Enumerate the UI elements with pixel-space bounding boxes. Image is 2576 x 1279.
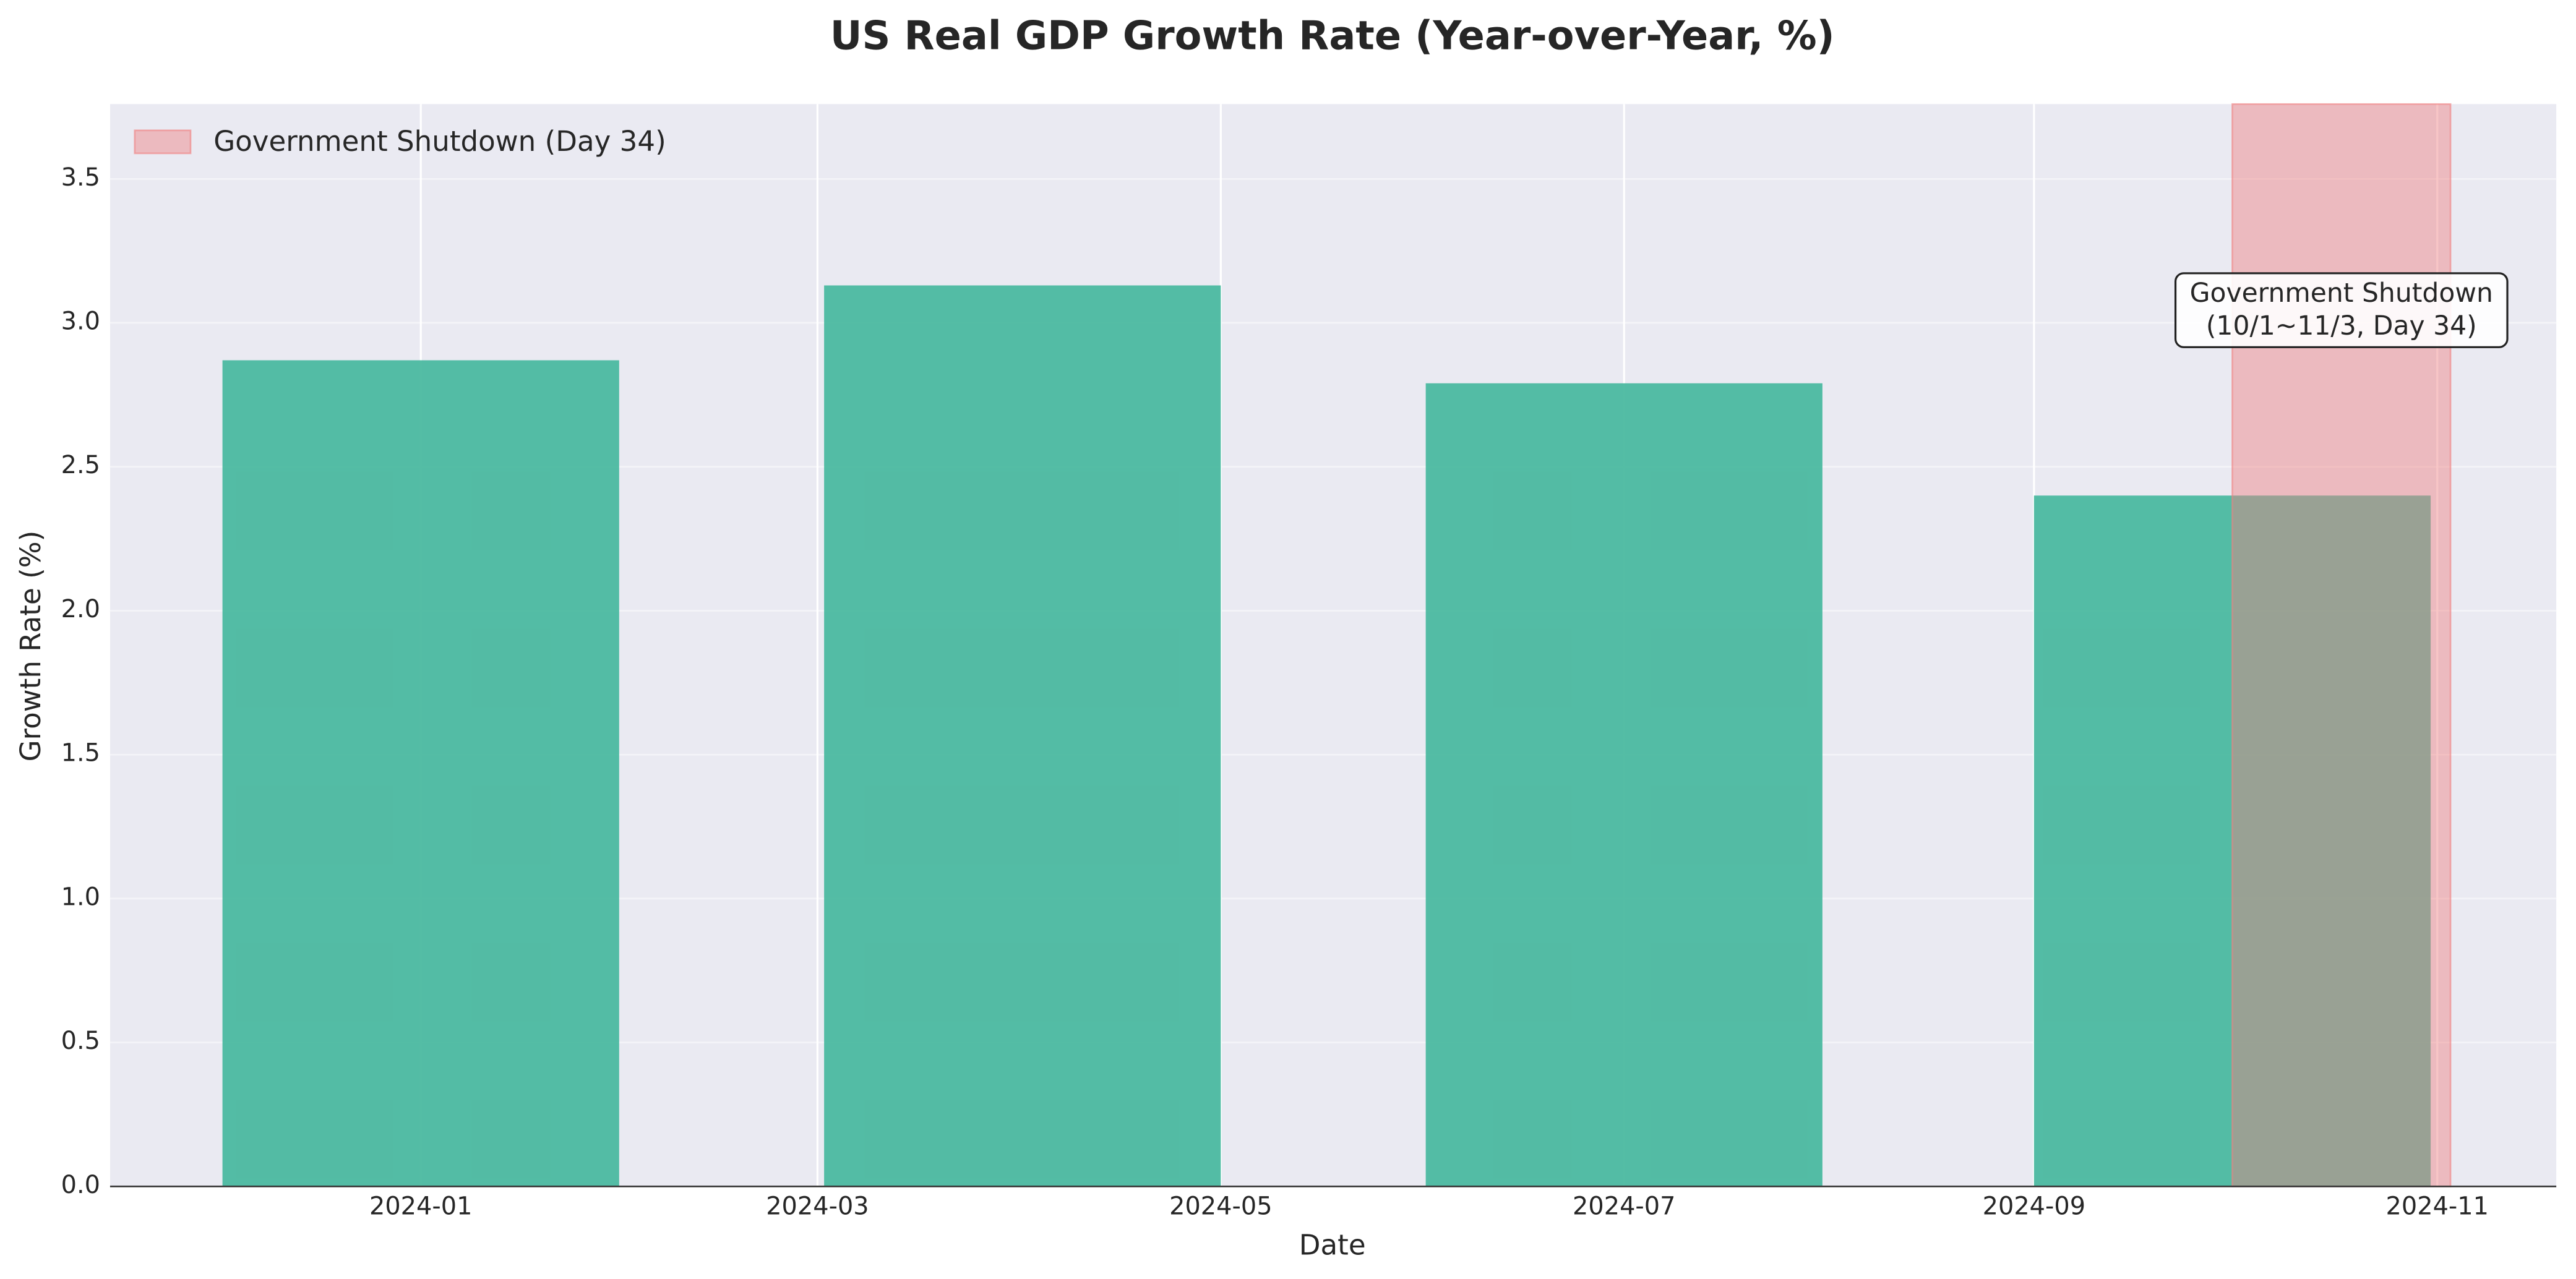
legend-label: Government Shutdown (Day 34): [213, 125, 666, 158]
bar: [222, 360, 619, 1187]
y-tick-label: 2.5: [61, 451, 100, 479]
y-axis-label: Growth Rate (%): [14, 531, 47, 762]
chart-title: US Real GDP Growth Rate (Year-over-Year,…: [830, 14, 1835, 59]
shaded-span: [2231, 103, 2452, 1187]
annotation-text: (10/1~11/3, Day 34): [2206, 311, 2477, 341]
x-tick-label: 2024-03: [766, 1192, 869, 1220]
annotation-text: Government Shutdown: [2190, 278, 2493, 309]
y-tick-label: 2.0: [61, 595, 100, 623]
x-tick-label: 2024-09: [1983, 1192, 2085, 1220]
x-tick-label: 2024-01: [369, 1192, 472, 1220]
y-tick-label: 0.0: [61, 1171, 100, 1199]
y-tick-label: 0.5: [61, 1027, 100, 1055]
x-tick-label: 2024-05: [1169, 1192, 1272, 1220]
bar: [824, 285, 1221, 1187]
x-tick-label: 2024-11: [2386, 1192, 2489, 1220]
annotation-box: [2174, 272, 2509, 348]
bar: [1425, 383, 1823, 1187]
x-tick-label: 2024-07: [1573, 1192, 1675, 1220]
x-axis-label: Date: [1299, 1229, 1366, 1262]
legend-swatch: [134, 129, 192, 155]
y-tick-label: 3.0: [61, 307, 100, 336]
y-tick-label: 1.0: [61, 883, 100, 911]
y-tick-label: 3.5: [61, 163, 100, 192]
y-tick-label: 1.5: [61, 739, 100, 768]
